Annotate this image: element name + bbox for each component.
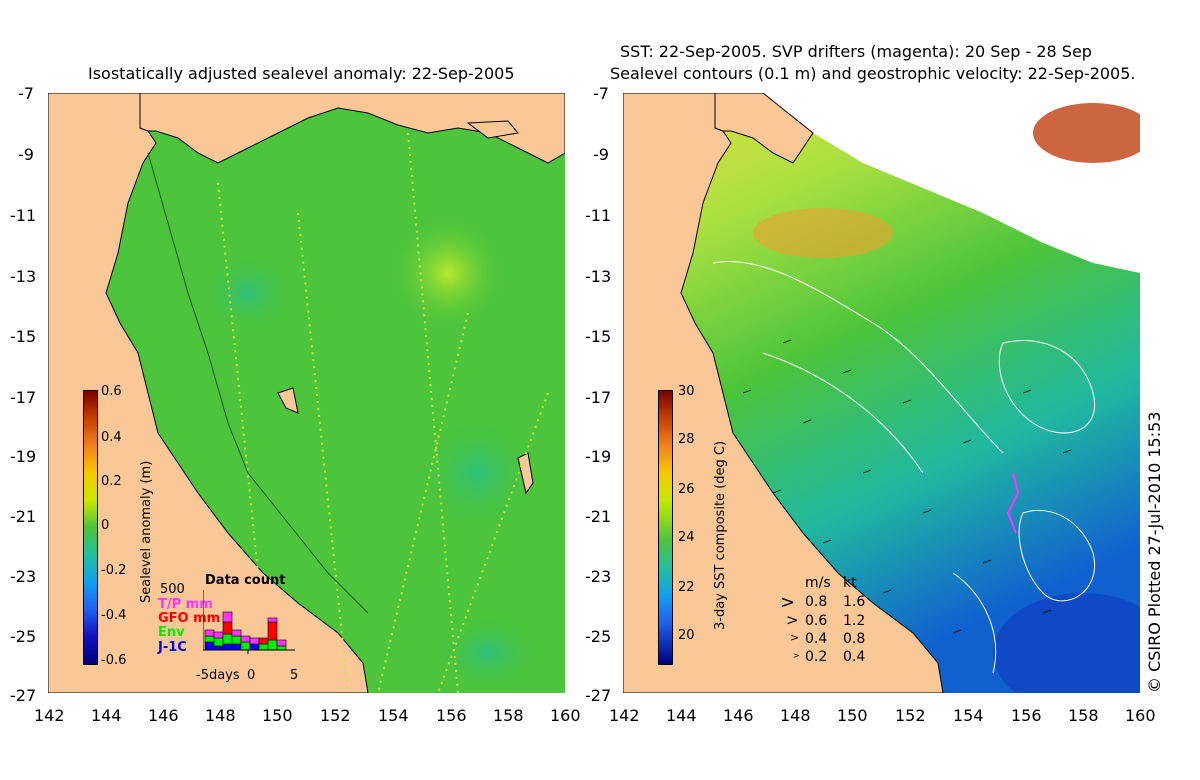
copyright-text: © CSIRO Plotted 27-Jul-2010 15:53 [1145, 411, 1164, 693]
x-tick: 148 [205, 706, 236, 725]
x-tick: 156 [436, 706, 467, 725]
x-tick: 142 [34, 706, 65, 725]
y-tick: -11 [585, 206, 612, 225]
y-tick: -15 [585, 327, 612, 346]
right-colorbar [658, 390, 673, 665]
x-tick: 150 [262, 706, 293, 725]
colorbar-label: 3-day SST composite (deg C) [713, 440, 728, 630]
y-tick: -25 [585, 627, 612, 646]
speed-arrow-icon: > [780, 592, 796, 613]
colorbar-tick: 20 [678, 628, 695, 643]
y-tick: -9 [593, 145, 609, 164]
y-tick: -27 [585, 686, 612, 705]
right-map-title-line2: Sealevel contours (0.1 m) and geostrophi… [610, 64, 1136, 83]
speed-arrow-icon: > [793, 651, 800, 660]
speed-kt: 0.8 [843, 631, 866, 647]
y-tick: -13 [585, 267, 612, 286]
island [517, 452, 534, 495]
x-tick: 144 [666, 706, 697, 725]
colorbar-tick: 24 [678, 530, 695, 545]
island [466, 120, 519, 139]
y-tick: -23 [585, 567, 612, 586]
data-count-histogram [203, 590, 295, 654]
x-tick: 148 [780, 706, 811, 725]
y-tick: -25 [10, 627, 37, 646]
legend-env: Env [158, 625, 185, 640]
y-tick: -13 [10, 267, 37, 286]
colorbar-tick: -0.6 [101, 653, 127, 668]
y-tick: -9 [18, 145, 34, 164]
legend-gfo: GFO mm [158, 611, 221, 626]
speed-header-ms: m/s [805, 575, 831, 591]
x-tick: 150 [837, 706, 868, 725]
colorbar-tick: 0.4 [101, 430, 122, 445]
data-count-scale: 500 [160, 582, 185, 597]
x-tick: 152 [895, 706, 926, 725]
data-count-title: Data count [205, 573, 286, 588]
new-guinea-land [139, 93, 565, 164]
y-tick: -17 [585, 388, 612, 407]
data-count-x-label: 0 [247, 668, 256, 683]
x-tick: 152 [320, 706, 351, 725]
speed-ms: 0.6 [805, 613, 828, 629]
x-tick: 154 [378, 706, 409, 725]
legend-tp: T/P mm [158, 597, 213, 612]
colorbar-tick: 0 [101, 518, 110, 533]
data-count-x-label: -5days [196, 668, 240, 683]
y-tick: -15 [10, 327, 37, 346]
data-count-x-label: 5 [290, 668, 299, 683]
x-tick: 160 [1125, 706, 1156, 725]
speed-kt: 0.4 [843, 649, 866, 665]
colorbar-tick: -0.4 [101, 608, 127, 623]
x-tick: 160 [550, 706, 581, 725]
y-tick: -7 [18, 84, 34, 103]
x-tick: 142 [609, 706, 640, 725]
colorbar-tick: 30 [678, 384, 695, 399]
left-map-title: Isostatically adjusted sealevel anomaly:… [88, 64, 515, 83]
y-tick: -27 [10, 686, 37, 705]
y-tick: -21 [585, 507, 612, 526]
colorbar-tick: -0.2 [101, 563, 127, 578]
australia-land [48, 93, 369, 693]
colorbar-label: Sealevel anomaly (m) [139, 460, 154, 603]
x-tick: 158 [1068, 706, 1099, 725]
y-tick: -19 [10, 447, 37, 466]
x-tick: 156 [1011, 706, 1042, 725]
x-tick: 146 [148, 706, 179, 725]
speed-kt: 1.6 [843, 594, 866, 610]
speed-arrow-icon: > [786, 611, 799, 629]
y-tick: -17 [10, 388, 37, 407]
speed-ms: 0.2 [805, 649, 828, 665]
left-colorbar [83, 390, 98, 665]
right-sst-map [623, 93, 1140, 693]
australia-land [623, 93, 944, 693]
x-tick: 158 [493, 706, 524, 725]
y-tick: -7 [593, 84, 609, 103]
legend-j1c: J-1C [158, 640, 187, 655]
colorbar-tick: 28 [678, 432, 695, 447]
colorbar-tick: 0.2 [101, 474, 122, 489]
left-sealevel-map [48, 93, 565, 693]
x-tick: 154 [953, 706, 984, 725]
speed-header-kt: kt [843, 575, 857, 591]
y-tick: -21 [10, 507, 37, 526]
speed-arrow-icon: > [790, 631, 800, 644]
speed-ms: 0.4 [805, 631, 828, 647]
y-tick: -23 [10, 567, 37, 586]
speed-kt: 1.2 [843, 613, 866, 629]
colorbar-tick: 0.6 [101, 384, 122, 399]
colorbar-tick: 22 [678, 580, 695, 595]
new-guinea-land [714, 93, 814, 164]
colorbar-tick: 26 [678, 482, 695, 497]
x-tick: 144 [91, 706, 122, 725]
island [277, 387, 299, 414]
x-tick: 146 [723, 706, 754, 725]
speed-ms: 0.8 [805, 594, 828, 610]
y-tick: -11 [10, 206, 37, 225]
y-tick: -19 [585, 447, 612, 466]
right-map-title-line1: SST: 22-Sep-2005. SVP drifters (magenta)… [620, 42, 1092, 61]
